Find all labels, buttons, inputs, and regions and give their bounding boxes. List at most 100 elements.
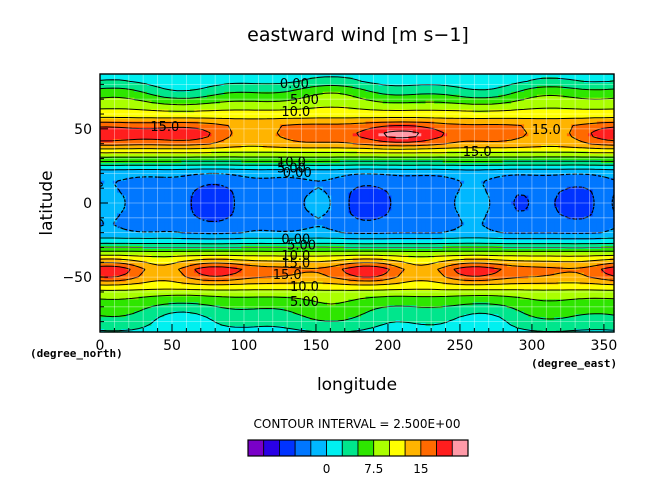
field-cell	[275, 127, 281, 131]
field-cell	[348, 183, 354, 188]
field-cell	[288, 165, 294, 170]
field-cell	[331, 106, 337, 111]
field-cell	[605, 189, 611, 194]
field-cell	[275, 97, 281, 102]
field-cell	[584, 127, 589, 131]
field-cell	[129, 165, 135, 170]
field-cell	[438, 91, 444, 96]
field-cell	[357, 157, 362, 161]
field-cell	[151, 85, 157, 90]
field-cell	[524, 124, 529, 128]
field-cell	[271, 162, 277, 167]
field-cell	[142, 145, 148, 149]
field-cell	[185, 97, 191, 102]
field-cell	[549, 136, 555, 140]
field-cell	[125, 162, 131, 167]
field-cell	[194, 88, 200, 93]
field-cell	[489, 133, 495, 137]
field-cell	[121, 154, 127, 158]
field-cell	[506, 186, 512, 191]
field-cell	[207, 139, 212, 143]
field-cell	[519, 171, 525, 176]
field-cell	[292, 154, 298, 158]
field-cell	[181, 91, 187, 96]
field-cell	[314, 121, 320, 126]
field-cell	[545, 142, 551, 146]
field-cell	[386, 91, 392, 96]
field-cell	[506, 121, 512, 126]
field-cell	[237, 112, 242, 117]
field-cell	[318, 195, 324, 200]
field-cell	[605, 130, 611, 134]
field-cell	[515, 130, 521, 134]
field-cell	[155, 118, 161, 123]
field-cell	[416, 121, 422, 126]
field-cell	[451, 97, 457, 102]
field-cell	[528, 76, 534, 81]
field-cell	[211, 177, 217, 182]
field-cell	[198, 91, 204, 96]
field-cell	[399, 148, 405, 152]
field-cell	[584, 103, 589, 108]
field-cell	[155, 168, 161, 173]
field-cell	[262, 106, 268, 111]
field-cell	[395, 106, 401, 111]
field-cell	[369, 85, 375, 90]
field-cell	[588, 180, 594, 185]
field-cell	[245, 183, 251, 188]
field-cell	[267, 85, 272, 90]
field-cell	[536, 142, 542, 146]
field-cell	[279, 142, 285, 146]
field-cell	[464, 112, 469, 117]
field-cell	[468, 180, 474, 185]
field-cell	[219, 112, 225, 117]
field-cell	[249, 121, 255, 126]
field-cell	[575, 145, 581, 149]
field-cell	[605, 171, 611, 176]
field-cell	[511, 174, 517, 179]
field-cell	[575, 177, 581, 182]
field-cell	[596, 186, 602, 191]
field-cell	[121, 79, 127, 84]
field-cell	[271, 97, 277, 102]
field-cell	[596, 106, 602, 111]
field-cell	[386, 136, 392, 140]
field-cell	[215, 148, 221, 152]
field-cell	[262, 127, 268, 131]
field-cell	[147, 133, 152, 137]
field-cell	[386, 154, 392, 158]
field-cell	[151, 154, 157, 158]
field-cell	[596, 189, 602, 194]
field-cell	[279, 88, 285, 93]
field-cell	[267, 91, 272, 96]
field-cell	[438, 139, 444, 143]
field-cell	[151, 148, 157, 152]
field-cell	[100, 118, 105, 123]
field-cell	[121, 183, 127, 188]
field-cell	[412, 91, 418, 96]
field-cell	[446, 118, 452, 123]
field-cell	[511, 97, 517, 102]
field-cell	[164, 106, 170, 111]
field-cell	[245, 171, 251, 176]
field-cell	[292, 106, 298, 111]
field-cell	[181, 154, 187, 158]
field-cell	[142, 76, 148, 81]
field-cell	[395, 174, 401, 179]
field-cell	[391, 97, 397, 102]
field-cell	[215, 174, 221, 179]
field-cell	[524, 148, 529, 152]
field-cell	[374, 165, 380, 170]
field-cell	[194, 103, 200, 108]
field-cell	[506, 142, 512, 146]
field-cell	[481, 94, 487, 99]
field-cell	[399, 177, 405, 182]
field-cell	[241, 142, 247, 146]
field-cell	[271, 189, 277, 194]
field-cell	[425, 168, 431, 173]
field-cell	[357, 103, 362, 108]
field-cell	[601, 100, 607, 105]
field-cell	[429, 74, 435, 78]
field-cell	[455, 88, 461, 93]
field-cell	[596, 124, 602, 128]
